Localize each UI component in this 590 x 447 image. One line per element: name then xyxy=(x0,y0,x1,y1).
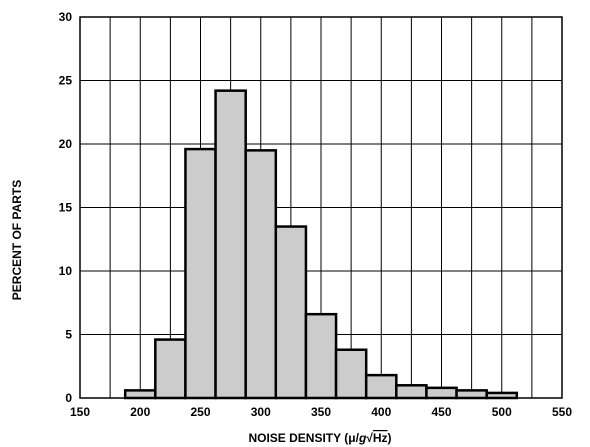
x-axis-title-slash: / xyxy=(356,431,360,445)
x-tick-labels: 150 200 250 300 350 400 450 500 550 xyxy=(70,405,572,419)
plot-frame xyxy=(79,16,563,399)
y-tick-label: 5 xyxy=(65,328,72,342)
x-tick-label: 450 xyxy=(431,405,451,419)
histogram-bars xyxy=(123,89,519,400)
x-tick-label: 400 xyxy=(371,405,391,419)
histogram-bar xyxy=(184,147,217,400)
y-tick-labels: 0 5 10 15 20 25 30 xyxy=(59,10,73,405)
x-tick-label: 300 xyxy=(251,405,271,419)
y-axis-title: PERCENT OF PARTS xyxy=(10,180,24,300)
y-tick-label: 0 xyxy=(65,391,72,405)
x-tick-label: 350 xyxy=(311,405,331,419)
x-axis-title: NOISE DENSITY (μ/g√Hz) xyxy=(248,431,391,445)
histogram-bar xyxy=(154,338,187,400)
x-axis-title-mu: μ xyxy=(348,431,355,445)
histogram-bar xyxy=(364,373,398,400)
histogram-bar xyxy=(485,391,519,400)
x-tick-label: 500 xyxy=(492,405,512,419)
x-axis-title-prefix: NOISE DENSITY ( xyxy=(248,431,348,445)
histogram-bar xyxy=(334,348,368,400)
histogram-bar xyxy=(123,389,157,400)
y-tick-label: 10 xyxy=(59,264,73,278)
x-tick-label: 550 xyxy=(552,405,572,419)
x-axis-title-g: g xyxy=(358,431,367,445)
x-axis-title-hz: Hz xyxy=(373,431,388,445)
y-tick-label: 15 xyxy=(59,201,73,215)
y-tick-label: 30 xyxy=(59,10,73,24)
x-tick-label: 250 xyxy=(190,405,210,419)
histogram-bar xyxy=(244,149,278,400)
histogram-bar xyxy=(214,89,247,400)
x-tick-label: 150 xyxy=(70,405,90,419)
histogram-bar xyxy=(274,225,308,400)
x-tick-label: 200 xyxy=(130,405,150,419)
histogram-bar xyxy=(455,389,488,400)
y-tick-label: 25 xyxy=(59,74,73,88)
histogram-bar xyxy=(425,386,458,400)
y-tick-label: 20 xyxy=(59,137,73,151)
x-axis-title-suffix: ) xyxy=(388,431,392,445)
histogram-bar xyxy=(304,312,338,400)
x-axis-title-sqrt: √ xyxy=(366,431,373,445)
histogram-bar xyxy=(395,384,428,400)
